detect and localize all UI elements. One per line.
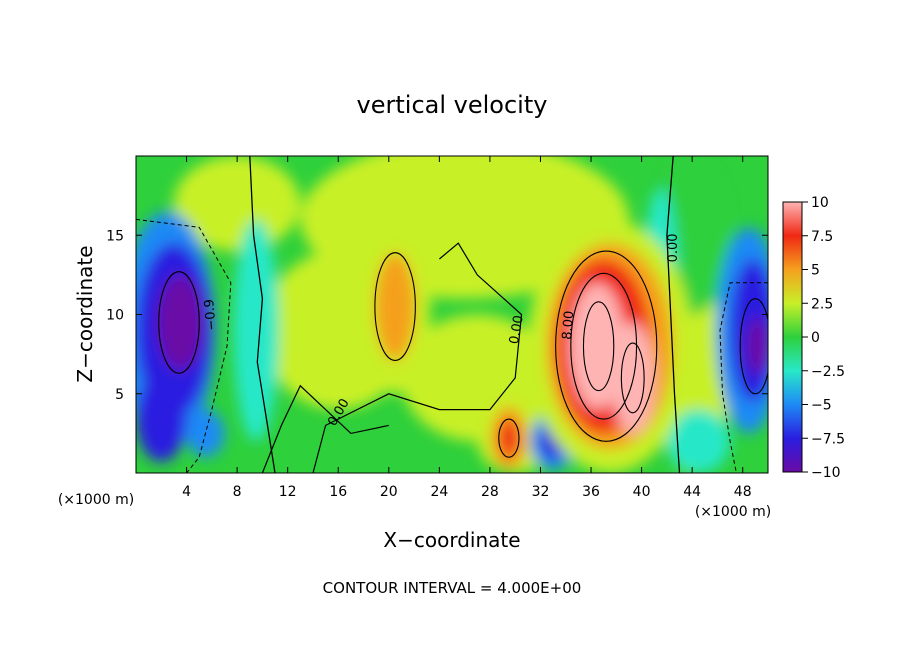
colorbar-tick-label: −2.5 bbox=[811, 364, 845, 380]
x-tick-label: 20 bbox=[380, 484, 398, 500]
contour-line bbox=[249, 156, 276, 473]
field-region bbox=[136, 373, 187, 462]
colorbar-tick-label: −10 bbox=[811, 465, 841, 481]
field-region bbox=[746, 317, 768, 375]
contour-label: 8.00 bbox=[560, 310, 577, 340]
x-tick-label: 40 bbox=[633, 484, 651, 500]
contour-line bbox=[666, 156, 681, 473]
contour-ring bbox=[620, 342, 645, 414]
contour-ring bbox=[158, 271, 200, 374]
x-tick-label: 8 bbox=[233, 484, 242, 500]
field-region bbox=[233, 219, 279, 442]
y-tick-label: 10 bbox=[106, 308, 124, 324]
colorbar-tick-label: 10 bbox=[811, 195, 829, 211]
x-unit-left: (×1000 m) bbox=[58, 492, 134, 508]
x-unit-right: (×1000 m) bbox=[695, 504, 771, 520]
field-region bbox=[374, 252, 416, 361]
contour-ring bbox=[374, 252, 416, 362]
contour-ring bbox=[498, 418, 520, 458]
colorbar-ramp bbox=[782, 201, 803, 473]
plot-area bbox=[136, 156, 768, 473]
colorbar-tick-label: 5 bbox=[811, 263, 820, 279]
x-tick-label: 48 bbox=[734, 484, 752, 500]
contour-ring bbox=[582, 301, 615, 392]
x-tick-label: 28 bbox=[481, 484, 499, 500]
colorbar-tick-label: 2.5 bbox=[811, 296, 833, 312]
contour-line bbox=[312, 242, 523, 473]
chart-title: vertical velocity bbox=[357, 91, 548, 119]
x-tick-label: 44 bbox=[683, 484, 701, 500]
contour-ring bbox=[570, 272, 638, 420]
x-tick-label: 36 bbox=[582, 484, 600, 500]
colorbar-tick-label: −7.5 bbox=[811, 431, 845, 447]
y-tick-label: 15 bbox=[106, 228, 124, 244]
field-region bbox=[157, 274, 203, 370]
contour-line bbox=[719, 282, 768, 473]
colorbar-tick-label: 7.5 bbox=[811, 229, 833, 245]
colorbar-tick-label: 0 bbox=[811, 330, 820, 346]
colorbar: 10 7.5 5 2.5 0 −2.5 −5 −7.5 −10 bbox=[782, 195, 845, 481]
contour-interval-footer: CONTOUR INTERVAL = 4.000E+00 bbox=[323, 579, 582, 597]
contour-label: −0.9 bbox=[202, 298, 220, 331]
contour-label: 0.00 bbox=[507, 314, 527, 345]
x-tick-label: 24 bbox=[430, 484, 448, 500]
contour-ring bbox=[739, 298, 768, 395]
x-tick-label: 4 bbox=[182, 484, 191, 500]
y-tick-label: 5 bbox=[115, 387, 124, 403]
x-tick-label: 16 bbox=[329, 484, 347, 500]
ylabel: Z−coordinate bbox=[73, 245, 97, 382]
field-region bbox=[173, 156, 301, 252]
xlabel: X−coordinate bbox=[383, 528, 520, 552]
contour-label: 0.00 bbox=[666, 233, 681, 262]
contour-line bbox=[136, 218, 232, 473]
contour-line bbox=[261, 384, 389, 473]
colorbar-tick-label: −5 bbox=[811, 398, 832, 414]
field-region bbox=[611, 322, 655, 434]
field-region bbox=[498, 419, 519, 458]
field-region bbox=[666, 409, 731, 473]
contour-ring bbox=[555, 250, 658, 442]
x-tick-label: 32 bbox=[532, 484, 550, 500]
x-tick-label: 12 bbox=[279, 484, 297, 500]
